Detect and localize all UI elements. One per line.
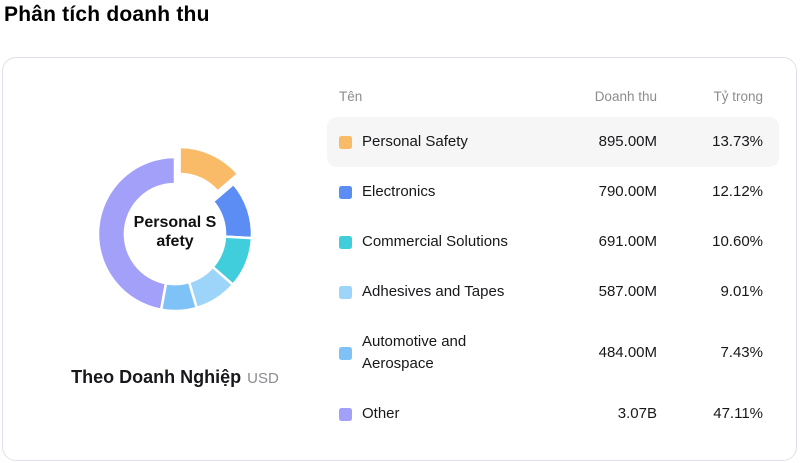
row-label: Personal Safety [362, 133, 468, 150]
legend-row[interactable]: Personal Safety 895.00M 13.73% [327, 117, 779, 167]
row-revenue: 790.00M [598, 183, 657, 200]
donut-chart [75, 134, 275, 334]
row-revenue: 587.00M [598, 283, 657, 300]
row-revenue: 895.00M [598, 133, 657, 150]
legend-row[interactable]: Commercial Solutions 691.00M 10.60% [327, 217, 779, 267]
row-revenue: 691.00M [598, 233, 657, 250]
chart-footer-label: Theo Doanh Nghiệp [71, 367, 242, 387]
chart-footer: Theo Doanh Nghiệp USD [3, 367, 347, 388]
color-swatch [339, 346, 352, 360]
row-share: 9.01% [720, 283, 763, 300]
legend-row[interactable]: Automotive and Aerospace 484.00M 7.43% [327, 317, 779, 389]
row-label: Electronics [362, 183, 436, 200]
color-swatch [339, 235, 352, 249]
legend-row[interactable]: Electronics 790.00M 12.12% [327, 167, 779, 217]
page-title: Phân tích doanh thu [4, 3, 210, 26]
row-label: Automotive and Aerospace [362, 333, 467, 372]
col-header-revenue: Doanh thu [594, 88, 657, 104]
row-label: Adhesives and Tapes [362, 283, 505, 300]
row-share: 13.73% [712, 133, 763, 150]
row-share: 7.43% [720, 344, 763, 361]
col-header-name: Tên [339, 88, 363, 104]
legend-table-header: Tên Doanh thu Tỷ trọng [327, 86, 779, 106]
chart-footer-unit: USD [247, 370, 279, 387]
donut-slice-other[interactable] [96, 155, 177, 311]
legend-table: Tên Doanh thu Tỷ trọng Personal Safety 8… [327, 58, 779, 439]
legend-table-body: Personal Safety 895.00M 13.73% Electroni… [327, 117, 779, 439]
col-header-share: Tỷ trọng [713, 88, 763, 104]
donut-slice-personal-safety[interactable] [178, 145, 240, 193]
revenue-analysis-card: Personal S afety Theo Doanh Nghiệp USD Tê… [2, 57, 797, 461]
legend-row[interactable]: Adhesives and Tapes 587.00M 9.01% [327, 267, 779, 317]
color-swatch [339, 185, 352, 199]
row-label: Other [362, 405, 400, 422]
legend-row[interactable]: Other 3.07B 47.11% [327, 389, 779, 439]
color-swatch [339, 285, 352, 299]
color-swatch [339, 407, 352, 421]
row-share: 12.12% [712, 183, 763, 200]
row-share: 10.60% [712, 233, 763, 250]
row-share: 47.11% [713, 405, 763, 422]
color-swatch [339, 135, 352, 149]
donut-slice-electronics[interactable] [211, 182, 254, 240]
row-label: Commercial Solutions [362, 233, 508, 250]
row-revenue: 484.00M [598, 344, 657, 361]
donut-chart-svg[interactable] [75, 134, 275, 334]
row-revenue: 3.07B [617, 405, 657, 422]
